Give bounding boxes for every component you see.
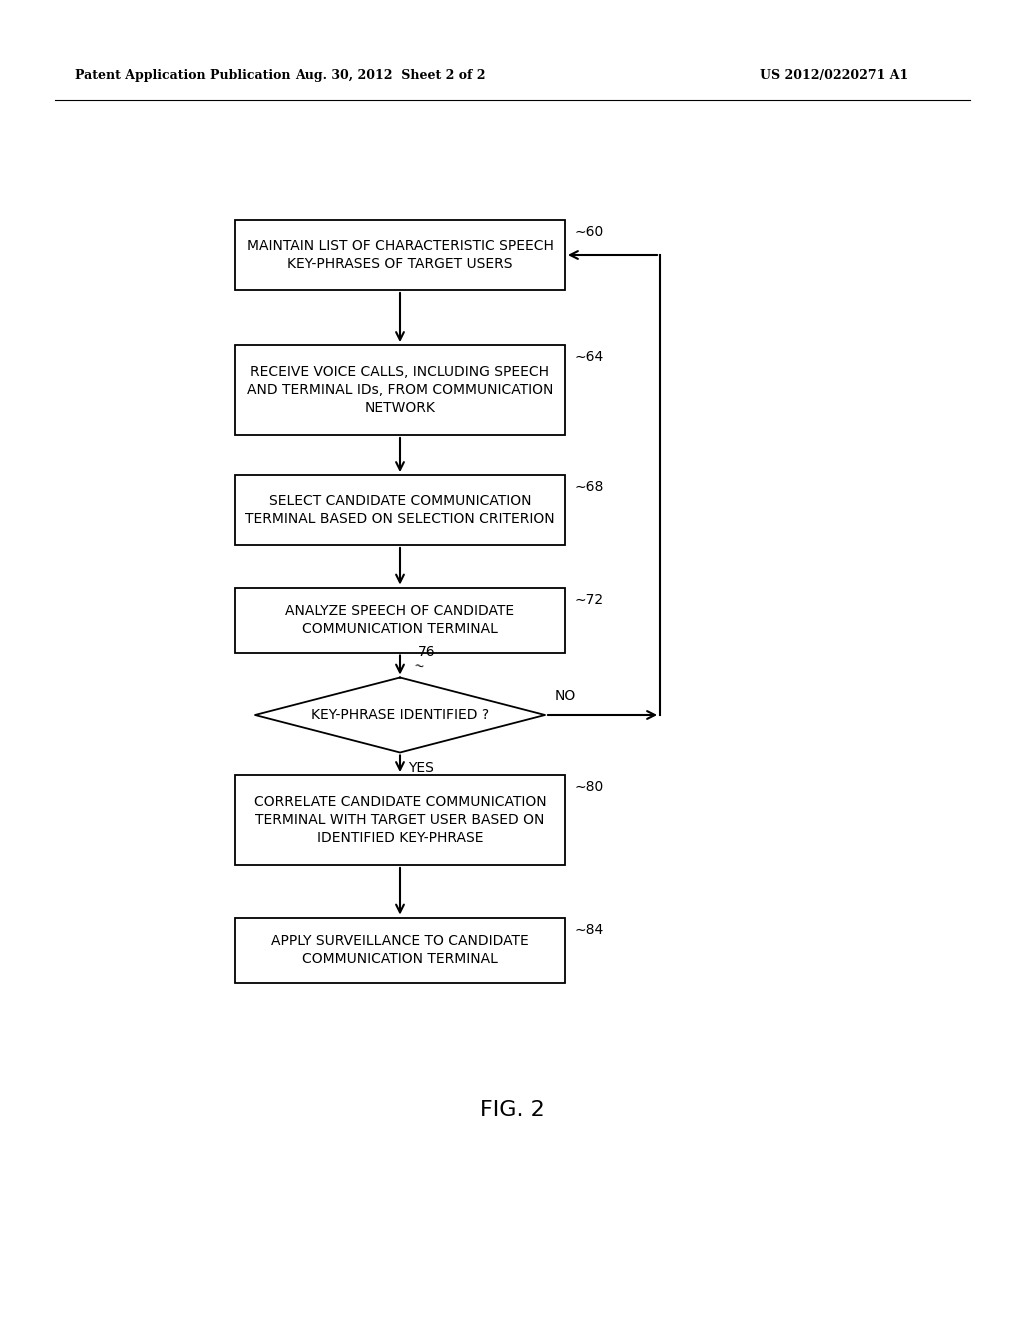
Text: ∼72: ∼72 (575, 593, 604, 606)
Bar (234, 475, 565, 545)
Text: 76: 76 (418, 645, 435, 660)
Text: ∼84: ∼84 (575, 923, 604, 936)
Text: SELECT CANDIDATE COMMUNICATION
TERMINAL BASED ON SELECTION CRITERION: SELECT CANDIDATE COMMUNICATION TERMINAL … (245, 494, 555, 527)
Text: YES: YES (408, 760, 434, 775)
Text: ∼64: ∼64 (575, 350, 604, 364)
Text: ∼60: ∼60 (575, 224, 604, 239)
Text: ∼68: ∼68 (575, 480, 604, 494)
Text: APPLY SURVEILLANCE TO CANDIDATE
COMMUNICATION TERMINAL: APPLY SURVEILLANCE TO CANDIDATE COMMUNIC… (271, 933, 528, 966)
Bar (234, 917, 565, 982)
Text: RECEIVE VOICE CALLS, INCLUDING SPEECH
AND TERMINAL IDs, FROM COMMUNICATION
NETWO: RECEIVE VOICE CALLS, INCLUDING SPEECH AN… (247, 364, 553, 416)
Text: Aug. 30, 2012  Sheet 2 of 2: Aug. 30, 2012 Sheet 2 of 2 (295, 69, 485, 82)
Text: ANALYZE SPEECH OF CANDIDATE
COMMUNICATION TERMINAL: ANALYZE SPEECH OF CANDIDATE COMMUNICATIO… (286, 603, 515, 636)
Text: MAINTAIN LIST OF CHARACTERISTIC SPEECH
KEY-PHRASES OF TARGET USERS: MAINTAIN LIST OF CHARACTERISTIC SPEECH K… (247, 239, 553, 271)
Bar (234, 587, 565, 652)
Text: ∼: ∼ (413, 659, 426, 673)
Text: KEY-PHRASE IDENTIFIED ?: KEY-PHRASE IDENTIFIED ? (311, 708, 489, 722)
Bar (234, 775, 565, 865)
Text: US 2012/0220271 A1: US 2012/0220271 A1 (760, 69, 908, 82)
Bar (234, 345, 565, 436)
Text: NO: NO (555, 689, 577, 704)
Text: Patent Application Publication: Patent Application Publication (75, 69, 291, 82)
Text: FIG. 2: FIG. 2 (479, 1100, 545, 1119)
Text: CORRELATE CANDIDATE COMMUNICATION
TERMINAL WITH TARGET USER BASED ON
IDENTIFIED : CORRELATE CANDIDATE COMMUNICATION TERMIN… (254, 795, 547, 845)
Bar (234, 220, 565, 290)
Text: ∼80: ∼80 (575, 780, 604, 795)
